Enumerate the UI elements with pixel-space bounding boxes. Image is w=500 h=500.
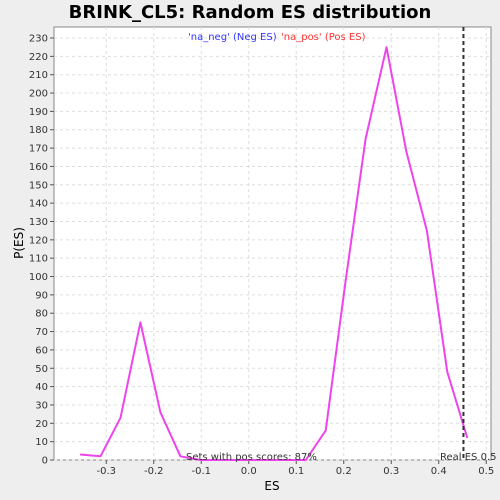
y-tick-label: 130: [29, 217, 48, 228]
chart-title: BRINK_CL5: Random ES distribution: [69, 2, 432, 23]
x-tick-label: -0.3: [96, 466, 116, 477]
x-tick-label: 0.5: [478, 466, 494, 477]
x-tick-label: 0.3: [383, 466, 399, 477]
y-tick-label: 50: [35, 364, 48, 375]
x-tick-label: -0.1: [191, 466, 211, 477]
y-tick-label: 70: [35, 327, 48, 338]
axis-ticks: 0 10 20 30 40 50 60 70 80 90 100 110 120 130 140 150 160…: [29, 34, 494, 477]
x-axis-label: ES: [264, 479, 279, 493]
y-tick-label: 120: [29, 235, 48, 246]
series-line: [80, 46, 469, 461]
legend-item-pos: 'na_pos' (Pos ES): [281, 32, 366, 43]
y-tick-label: 60: [35, 345, 48, 356]
y-tick-label: 160: [29, 162, 48, 173]
x-tick-label: 0.1: [288, 466, 304, 477]
legend-item-neg: 'na_neg' (Neg ES): [188, 32, 277, 43]
y-tick-label: 180: [29, 125, 48, 136]
real-es-annotation: Real ES 0.5: [440, 452, 496, 463]
y-tick-label: 170: [29, 144, 48, 155]
y-tick-label: 0: [42, 456, 48, 467]
y-tick-label: 140: [29, 199, 48, 210]
y-tick-label: 110: [29, 254, 48, 265]
y-tick-label: 10: [35, 437, 48, 448]
plot-area: [53, 26, 492, 461]
y-tick-label: 230: [29, 34, 48, 45]
y-tick-label: 150: [29, 180, 48, 191]
pos-scores-annotation: Sets with pos scores: 87%: [186, 452, 317, 463]
y-tick-label: 20: [35, 419, 48, 430]
y-axis-label: P(ES): [12, 227, 26, 259]
y-tick-label: 80: [35, 309, 48, 320]
x-tick-label: -0.2: [144, 466, 164, 477]
y-tick-label: 100: [29, 272, 48, 283]
y-tick-label: 90: [35, 290, 48, 301]
x-tick-label: 0.4: [431, 466, 447, 477]
x-tick-label: 0.2: [336, 466, 352, 477]
y-tick-label: 210: [29, 70, 48, 81]
y-tick-label: 190: [29, 107, 48, 118]
series-layer: [80, 46, 469, 461]
x-tick-label: 0.0: [241, 466, 257, 477]
grid: [54, 27, 491, 461]
y-tick-label: 200: [29, 89, 48, 100]
y-tick-label: 40: [35, 382, 48, 393]
y-tick-label: 30: [35, 400, 48, 411]
y-tick-label: 220: [29, 52, 48, 63]
